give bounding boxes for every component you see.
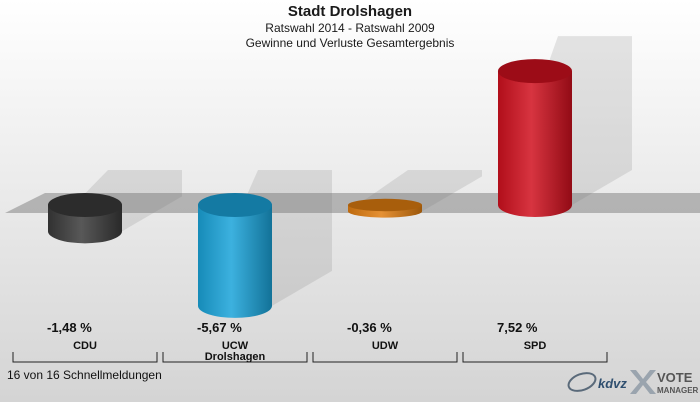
logo-line2: MANAGER: [657, 386, 699, 395]
category-bracket: [12, 352, 158, 363]
status-footer: 16 von 16 Schnellmeldungen: [7, 368, 162, 382]
category-bracket: [162, 352, 308, 363]
chart-subtitle-2: Gewinne und Verluste Gesamtergebnis: [245, 36, 455, 50]
bar-top: [498, 59, 572, 84]
value-label: 7,52 %: [497, 320, 538, 335]
logo-line1: VOTE: [657, 370, 693, 385]
bar-top: [48, 193, 122, 217]
category-label: Drolshagen: [205, 351, 266, 363]
bar-top: [198, 193, 272, 217]
category-label: SPD: [524, 340, 547, 352]
value-label: -5,67 %: [197, 320, 242, 335]
value-label: -1,48 %: [47, 320, 92, 335]
chart-title: Stadt Drolshagen: [287, 3, 413, 20]
logo-brand: kdvz: [598, 376, 627, 391]
bar-top: [348, 198, 422, 212]
category-label: UCW: [222, 340, 249, 352]
vote-manager-logo: kdvz VOTE MANAGER: [567, 370, 699, 395]
chart-subtitle: Ratswahl 2014 - Ratswahl 2009: [265, 21, 435, 35]
bar-spd: [498, 71, 572, 217]
category-label: UDW: [372, 340, 399, 352]
category-bracket: [462, 352, 608, 363]
value-label: -0,36 %: [347, 320, 392, 335]
vote-x-icon: [630, 370, 656, 394]
category-bracket: [312, 352, 458, 363]
bar-ucw-drolshagen: [198, 205, 272, 318]
category-label: CDU: [73, 340, 97, 352]
chart-header: Stadt Drolshagen Ratswahl 2014 - Ratswah…: [0, 3, 700, 51]
